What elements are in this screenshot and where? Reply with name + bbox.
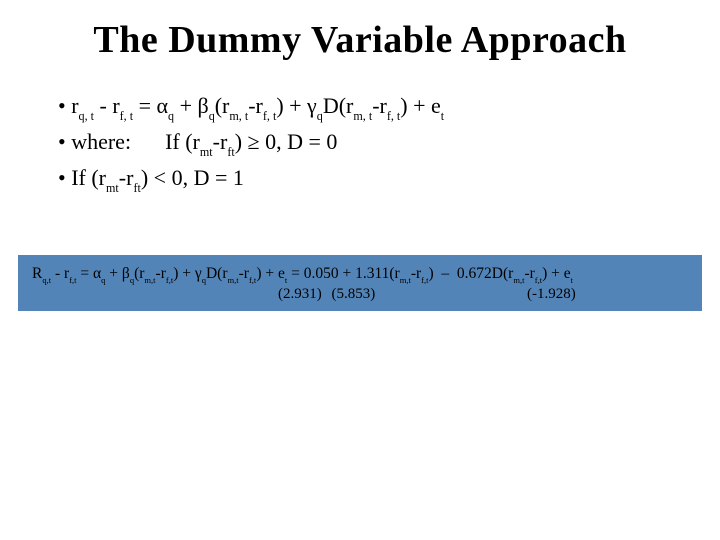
equation-line-1: Rq,t - rf,t = αq + βq(rm,t-rf,t) + γqD(r…	[32, 265, 688, 284]
tstat-1: (2.931)	[278, 286, 322, 303]
slide: The Dummy Variable Approach rq, t - rf, …	[0, 0, 720, 540]
bullet-equation: rq, t - rf, t = αq + βq(rm, t-rf, t) + γ…	[58, 90, 680, 124]
slide-title: The Dummy Variable Approach	[40, 18, 680, 62]
bullet-list: rq, t - rf, t = αq + βq(rm, t-rf, t) + γ…	[40, 90, 680, 196]
bullet-where: where:If (rmt-rft) ≥ 0, D = 0	[58, 126, 680, 160]
tstat-3: (-1.928)	[527, 286, 576, 303]
bullet-if2: If (rmt-rft) < 0, D = 1	[58, 162, 680, 196]
equation-tstats: (2.931) (5.853) (-1.928)	[32, 286, 688, 303]
tstat-2: (5.853)	[332, 286, 376, 303]
equation-box: Rq,t - rf,t = αq + βq(rm,t-rf,t) + γqD(r…	[18, 255, 702, 311]
